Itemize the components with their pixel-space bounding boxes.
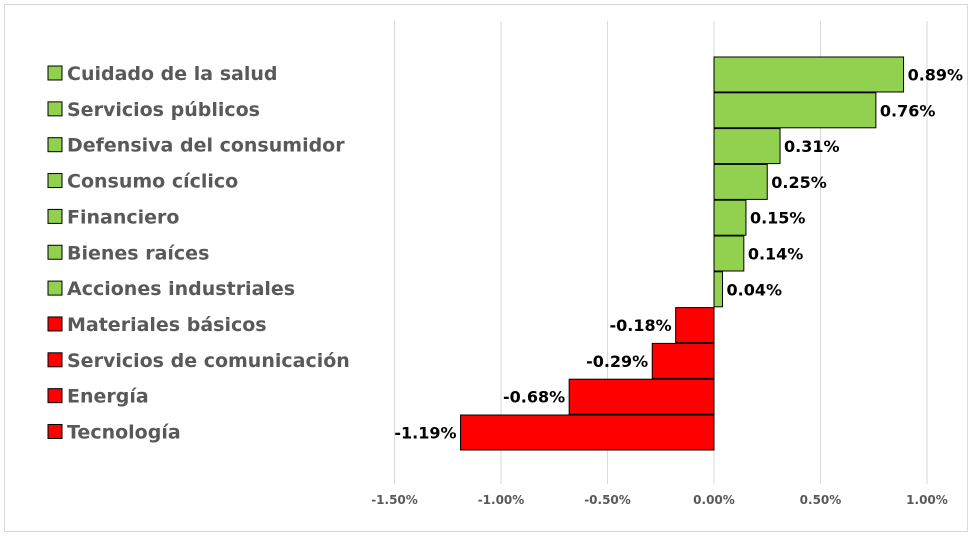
x-tick-label: -1.00% (478, 493, 525, 507)
bar-value-label: -0.68% (503, 388, 565, 407)
category-label: Tecnología (67, 422, 181, 444)
bar-value-label: 0.25% (771, 173, 827, 192)
bar-value-label: 0.76% (880, 101, 936, 120)
category-label: Acciones industriales (67, 278, 295, 300)
legend-swatch (47, 65, 63, 81)
x-tick-label: 1.00% (906, 493, 948, 507)
legend-swatch (47, 424, 63, 439)
legend-swatch (47, 137, 63, 153)
category-label: Defensiva del consumidor (67, 135, 345, 157)
bar (651, 342, 715, 379)
bar (460, 414, 715, 451)
legend-swatch (47, 280, 63, 296)
category-label: Cuidado de la salud (67, 63, 278, 85)
bar-value-label: 0.04% (727, 280, 783, 299)
bar-value-label: 0.14% (748, 245, 804, 264)
category-legend: Cuidado de la salud Servicios públicos Def… (47, 63, 350, 444)
x-tick-label: 0.00% (693, 493, 735, 507)
bar-value-label: -0.18% (610, 316, 672, 335)
bar (713, 92, 877, 129)
legend-swatch (47, 388, 63, 404)
category-label: Consumo cíclico (67, 171, 238, 193)
bar-value-label: 0.31% (784, 137, 840, 156)
bar (713, 56, 905, 93)
legend-swatch (47, 173, 63, 189)
bars (460, 56, 905, 451)
bar (713, 199, 747, 236)
category-label: Servicios de comunicación (67, 350, 350, 372)
category-label: Materiales básicos (67, 314, 267, 336)
bar-value-label: -1.19% (394, 424, 456, 443)
category-label: Energía (67, 386, 149, 408)
x-tick-label: 0.50% (800, 493, 842, 507)
bar (675, 307, 715, 344)
bar-value-label: -0.29% (586, 352, 648, 371)
bar (713, 235, 745, 272)
bar-value-label: 0.89% (908, 66, 964, 85)
legend-swatch (47, 101, 63, 117)
bar (713, 128, 781, 165)
legend-swatch (47, 316, 63, 332)
x-tick-label: -0.50% (584, 493, 631, 507)
bar-value-label: 0.15% (750, 209, 806, 228)
bar (568, 378, 715, 415)
value-labels: 0.89% 0.76% 0.31% 0.25% 0.15% 0.14% 0.04% -0.18… (394, 66, 963, 443)
category-label: Servicios públicos (67, 99, 260, 121)
bar (713, 163, 768, 200)
bar (713, 271, 724, 308)
category-label: Financiero (67, 206, 179, 228)
x-tick-label: -1.50% (371, 493, 418, 507)
category-label: Bienes raíces (67, 242, 209, 264)
legend-swatch (47, 208, 63, 224)
legend-swatch (47, 352, 63, 368)
legend-swatch (47, 244, 63, 260)
x-axis-ticks: -1.50% -1.00% -0.50% 0.00% 0.50% 1.00% (371, 493, 948, 507)
